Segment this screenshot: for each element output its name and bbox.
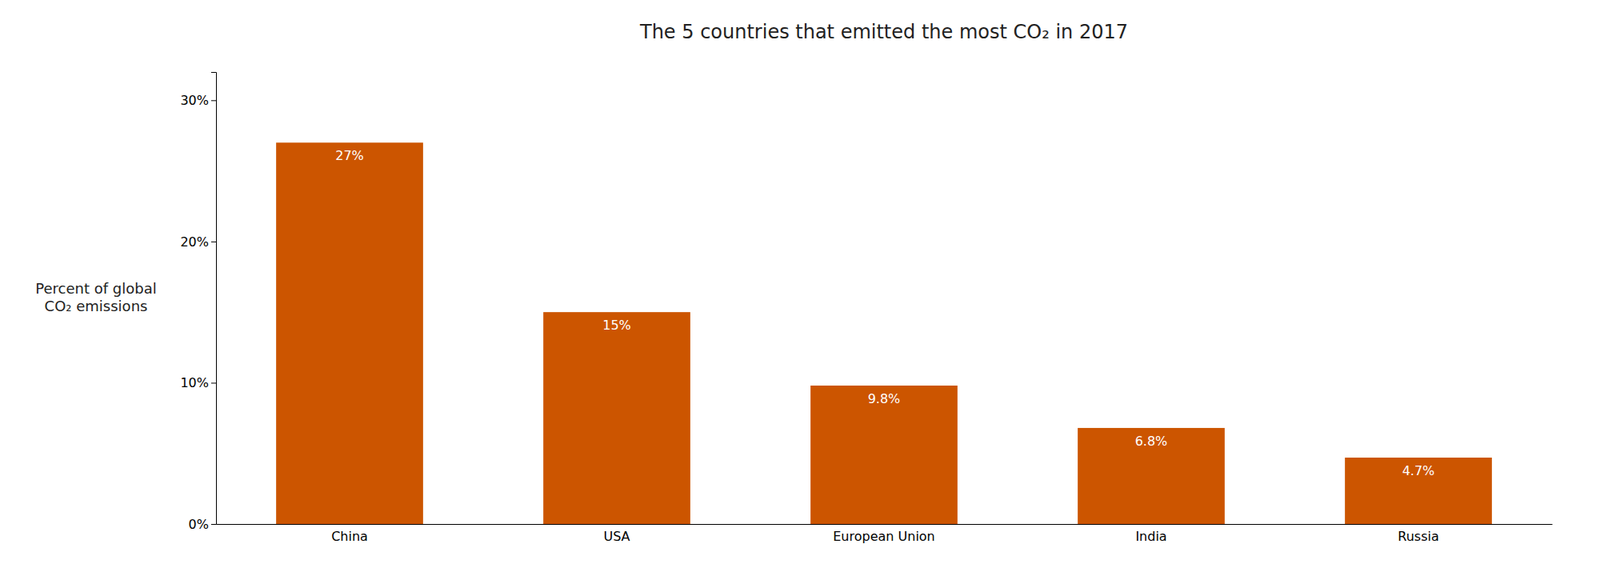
data-label: 9.8%	[868, 391, 901, 407]
tick-mark	[211, 382, 216, 384]
chart-container: 0% 10% 20% 30% China USA European Union India Ru…	[0, 0, 1600, 580]
data-label: 6.8%	[1135, 433, 1168, 449]
x-axis: China USA European Union India Russia	[216, 524, 1553, 545]
y-axis: 0% 10% 20% 30%	[180, 72, 216, 532]
x-tick: China	[331, 528, 368, 544]
bar	[810, 385, 958, 524]
y-axis-label-line: Percent of global	[35, 280, 156, 297]
y-tick: 10%	[180, 375, 216, 391]
title: The 5 countries that emitted the most CO…	[639, 20, 1128, 44]
bar	[1077, 428, 1225, 524]
tick-label: 20%	[180, 233, 209, 249]
x-tick: USA	[603, 528, 630, 544]
x-tick: India	[1135, 528, 1167, 544]
y-tick: 0%	[188, 516, 216, 532]
y-tick: 30%	[180, 92, 216, 108]
y-axis-label: Percent of globalCO₂ emissions	[35, 280, 156, 315]
tick-label: 10%	[180, 375, 209, 391]
y-tick: 20%	[180, 233, 216, 249]
x-tick: European Union	[832, 528, 936, 544]
tick-label: European Union	[832, 528, 936, 544]
tick-label: 30%	[180, 92, 209, 108]
bars	[276, 142, 1492, 524]
bar	[276, 142, 424, 524]
tick-mark	[211, 100, 216, 101]
tick-mark	[211, 524, 216, 525]
bar	[543, 312, 691, 524]
axis-line	[216, 524, 1553, 525]
data-label: 4.7%	[1402, 463, 1436, 479]
tick-label: Russia	[1397, 528, 1439, 544]
data-labels: 27% 15% 9.8% 6.8% 4.7%	[335, 148, 1435, 479]
plot-area: 0% 10% 20% 30% China USA European Union India Ru…	[180, 72, 1552, 545]
data-label: 15%	[602, 317, 632, 333]
tick-label: 0%	[188, 516, 209, 532]
tick-label: China	[331, 528, 368, 544]
x-tick: Russia	[1397, 528, 1439, 544]
tick-mark	[211, 241, 216, 243]
bar	[1344, 457, 1492, 524]
y-axis-label-line: CO₂ emissions	[44, 297, 148, 315]
tick-label: India	[1135, 528, 1167, 544]
chart-svg: 0% 10% 20% 30% China USA European Union India Ru…	[0, 0, 1600, 580]
axis-line	[211, 72, 217, 525]
data-label: 27%	[335, 148, 364, 164]
tick-label: USA	[603, 528, 630, 544]
